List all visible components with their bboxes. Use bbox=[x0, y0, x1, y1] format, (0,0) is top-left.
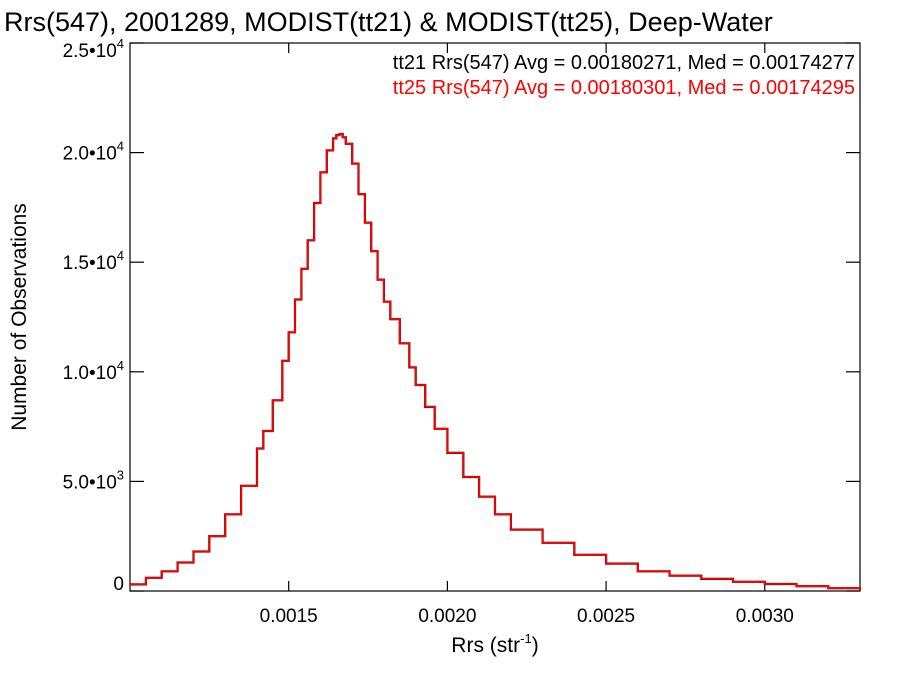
y-tick-label: 2.5•104 bbox=[63, 36, 124, 62]
y-tick-mantissa: 0 bbox=[113, 574, 124, 595]
series-layer bbox=[130, 132, 862, 590]
x-axis-label-superscript: -1 bbox=[520, 631, 532, 646]
y-tick-label: 0 bbox=[113, 574, 124, 595]
y-axis-label: Number of Observations bbox=[8, 203, 31, 431]
x-tick-label: 0.0020 bbox=[418, 606, 476, 627]
legend: tt21 Rrs(547) Avg = 0.00180271, Med = 0.… bbox=[393, 52, 855, 99]
y-tick-label: 1.0•104 bbox=[63, 358, 124, 384]
y-tick-exponent: 3 bbox=[117, 467, 124, 482]
plot-frame bbox=[129, 42, 861, 592]
y-tick-mantissa: 1.5•10 bbox=[63, 253, 117, 274]
y-tick-label: 5.0•103 bbox=[63, 467, 124, 493]
y-tick-label: 1.5•104 bbox=[63, 248, 124, 274]
plot-area: 0.0015 0.0020 0.0025 0.0030 05.0•1031.0•104… bbox=[63, 36, 862, 627]
x-tick-label: 0.0025 bbox=[577, 606, 635, 627]
y-tick-mantissa: 5.0•10 bbox=[63, 472, 117, 493]
x-axis-ticks: 0.0015 0.0020 0.0025 0.0030 bbox=[260, 43, 794, 627]
y-tick-exponent: 4 bbox=[117, 36, 124, 51]
x-tick-label: 0.0030 bbox=[736, 606, 794, 627]
series-2-line bbox=[130, 133, 861, 590]
x-axis-label: Rrs (str-1) bbox=[451, 631, 538, 657]
y-tick-label: 2.0•104 bbox=[63, 139, 124, 165]
y-tick-exponent: 4 bbox=[117, 139, 124, 154]
y-tick-exponent: 4 bbox=[117, 358, 124, 373]
legend-entry: tt21 Rrs(547) Avg = 0.00180271, Med = 0.… bbox=[393, 52, 855, 74]
chart-title: Rrs(547), 2001289, MODIST(tt21) & MODIST… bbox=[4, 7, 773, 37]
y-tick-mantissa: 2.0•10 bbox=[63, 144, 117, 165]
x-tick-label: 0.0015 bbox=[260, 606, 318, 627]
series-1-line bbox=[130, 132, 862, 590]
y-tick-mantissa: 2.5•10 bbox=[63, 41, 117, 62]
legend-entry: tt25 Rrs(547) Avg = 0.00180301, Med = 0.… bbox=[393, 77, 855, 99]
y-tick-exponent: 4 bbox=[117, 248, 124, 263]
y-tick-mantissa: 1.0•10 bbox=[63, 363, 117, 384]
x-axis-label-suffix: ) bbox=[532, 634, 539, 657]
